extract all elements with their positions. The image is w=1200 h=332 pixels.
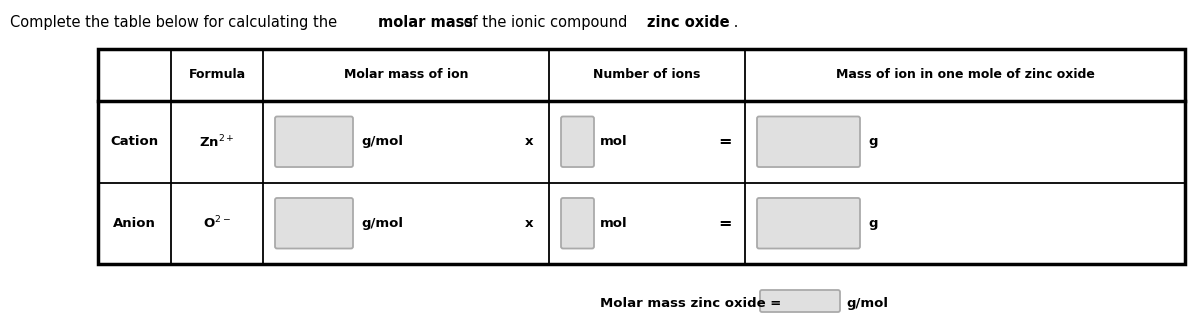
FancyBboxPatch shape	[757, 117, 860, 167]
Text: Number of ions: Number of ions	[593, 68, 701, 81]
Text: Zn$^{2+}$: Zn$^{2+}$	[199, 133, 235, 150]
Text: g: g	[868, 217, 877, 230]
Text: Mass of ion in one mole of zinc oxide: Mass of ion in one mole of zinc oxide	[835, 68, 1094, 81]
Text: Molar mass zinc oxide =: Molar mass zinc oxide =	[600, 297, 781, 310]
FancyBboxPatch shape	[562, 198, 594, 249]
Text: g/mol: g/mol	[846, 297, 888, 310]
Text: g/mol: g/mol	[361, 217, 403, 230]
Text: x: x	[524, 217, 533, 230]
Text: mol: mol	[600, 135, 628, 148]
Text: .: .	[728, 15, 738, 30]
FancyBboxPatch shape	[760, 290, 840, 312]
Text: g/mol: g/mol	[361, 135, 403, 148]
Text: molar mass: molar mass	[378, 15, 473, 30]
FancyBboxPatch shape	[562, 117, 594, 167]
Text: x: x	[524, 135, 533, 148]
Text: mol: mol	[600, 217, 628, 230]
FancyBboxPatch shape	[757, 198, 860, 249]
Bar	[98, 49, 1186, 264]
FancyBboxPatch shape	[275, 117, 353, 167]
Text: =: =	[719, 216, 732, 231]
Text: Cation: Cation	[110, 135, 158, 148]
Text: zinc oxide: zinc oxide	[647, 15, 730, 30]
Text: g: g	[868, 135, 877, 148]
FancyBboxPatch shape	[275, 198, 353, 249]
Text: Complete the table below for calculating the: Complete the table below for calculating…	[10, 15, 342, 30]
Text: Anion: Anion	[113, 217, 156, 230]
Text: O$^{2-}$: O$^{2-}$	[203, 215, 230, 231]
Text: Formula: Formula	[188, 68, 246, 81]
Text: of the ionic compound: of the ionic compound	[460, 15, 632, 30]
Text: Molar mass of ion: Molar mass of ion	[343, 68, 468, 81]
Text: =: =	[719, 134, 732, 149]
